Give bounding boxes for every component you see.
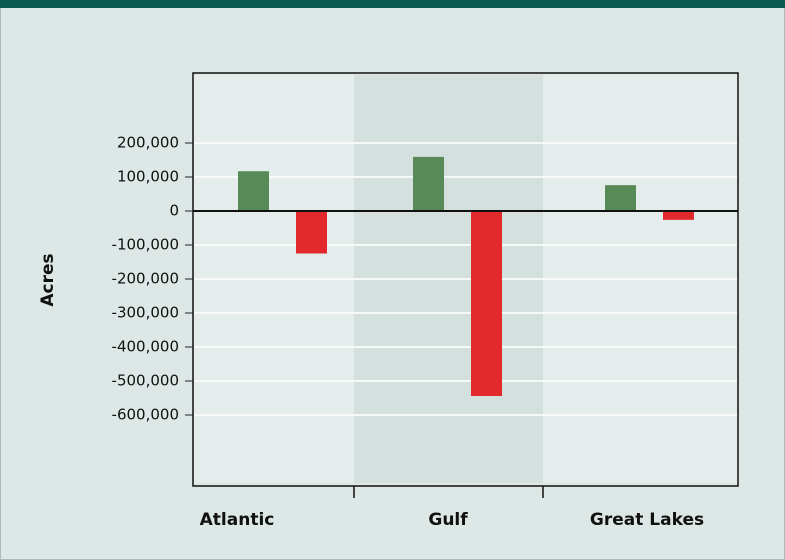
y-tick-label: -600,000: [112, 406, 179, 424]
bar: [471, 211, 502, 396]
y-tick-label: -400,000: [112, 338, 179, 356]
bar: [413, 156, 444, 211]
y-axis-label: Acres: [38, 253, 58, 306]
plot-border: [192, 72, 739, 487]
bar: [605, 185, 636, 211]
y-tick-label: 200,000: [117, 134, 179, 152]
x-tick-label: Great Lakes: [590, 510, 704, 530]
y-tick-label: -200,000: [112, 270, 179, 288]
top-bar: [0, 0, 785, 8]
x-tick-label: Gulf: [428, 510, 468, 530]
bar: [663, 211, 694, 220]
x-tick-label: Atlantic: [200, 510, 275, 530]
y-tick-label: 100,000: [117, 168, 179, 186]
y-tick-label: 0: [169, 202, 179, 220]
bar: [238, 171, 269, 211]
y-tick-label: -100,000: [112, 236, 179, 254]
bar: [296, 211, 327, 254]
y-tick-label: -300,000: [112, 304, 179, 322]
y-tick-label: -500,000: [112, 372, 179, 390]
